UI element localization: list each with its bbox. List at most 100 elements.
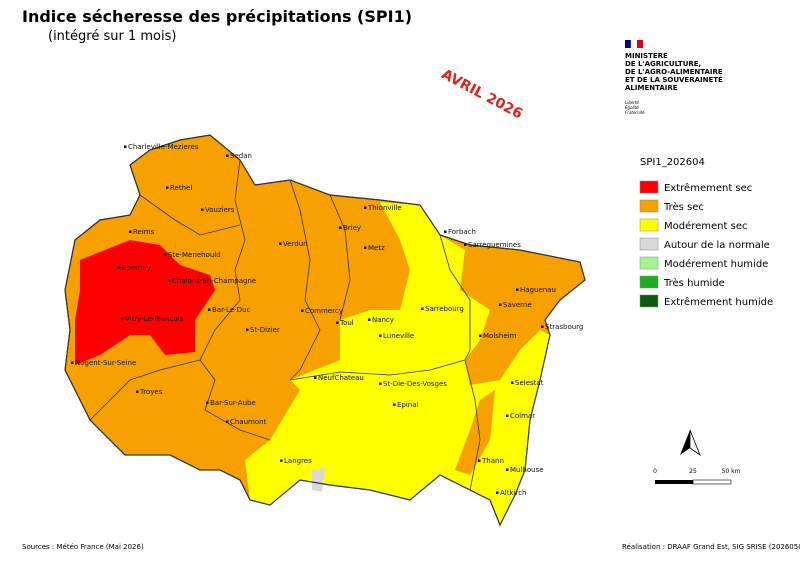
scale-label: 0 <box>653 468 657 475</box>
sources: Sources : Météo France (Mai 2026) <box>22 543 144 551</box>
city-dot <box>314 376 317 379</box>
city-label: Thionville <box>367 204 402 212</box>
logo-motto: Liberté <box>625 100 640 105</box>
city-label: Vouziers <box>205 206 235 214</box>
city-label: Bar-Le-Duc <box>212 306 250 314</box>
region-map: Charleville-Mezieres Sedan Rethel Vouziers R… <box>64 134 586 527</box>
city-label: Strasbourg <box>545 323 583 331</box>
city-dot <box>71 361 74 364</box>
city-label: Briey <box>343 224 361 232</box>
city-label: Altkirch <box>500 489 527 497</box>
city-label: Chaumont <box>230 418 267 426</box>
scale-label: 25 <box>689 468 697 475</box>
city-dot <box>511 381 514 384</box>
city-label: Haguenau <box>520 286 556 294</box>
city-dot <box>164 253 167 256</box>
scale-bar <box>655 479 732 485</box>
city-dot <box>246 328 249 331</box>
city-dot <box>301 309 304 312</box>
scale-seg <box>655 480 693 484</box>
city-label: Thann <box>481 457 504 465</box>
city-dot <box>364 206 367 209</box>
city-dot <box>516 288 519 291</box>
city-label: Commercy <box>305 307 343 315</box>
city-dot <box>506 468 509 471</box>
city-dot <box>393 403 396 406</box>
arrow-left <box>680 430 690 455</box>
city-dot <box>279 242 282 245</box>
city-label: Sarrebourg <box>425 305 464 313</box>
city-label: NeufChateau <box>318 374 364 382</box>
city-label: Toul <box>339 319 354 327</box>
city-label: Verdun <box>283 240 308 248</box>
city-dot <box>368 318 371 321</box>
city-label: St-Dizier <box>250 326 280 334</box>
city-label: Charleville-Mezieres <box>128 143 199 151</box>
legend-swatch <box>639 180 659 194</box>
logo-motto: Égalité <box>625 105 639 110</box>
legend-label: Très humide <box>663 277 725 289</box>
region-dry-alsace <box>455 390 495 475</box>
logo-line: ALIMENTAIRE <box>625 84 678 92</box>
city-label: Epernay <box>122 264 151 272</box>
city-label: Rethel <box>170 184 192 192</box>
city-label: Sedan <box>230 152 252 160</box>
city-dot <box>506 414 509 417</box>
city-label: Molsheim <box>483 332 517 340</box>
city-label: Troyes <box>139 388 163 396</box>
city-label: Sarreguemines <box>468 241 521 249</box>
city-label: Luneville <box>383 332 414 340</box>
scale-label: 50 km <box>722 468 741 475</box>
city-dot <box>478 459 481 462</box>
flag-white <box>630 39 638 49</box>
legend-swatch <box>639 256 659 270</box>
legend-title: SPI1_202604 <box>640 157 705 168</box>
city-label: Nancy <box>372 316 394 324</box>
city-label: Nogent-Sur-Seine <box>75 359 136 367</box>
city-label: Epinal <box>397 401 419 409</box>
legend-swatch <box>639 294 659 308</box>
city-dot <box>136 390 139 393</box>
city-dot <box>499 303 502 306</box>
city-dot <box>364 246 367 249</box>
region-outline <box>64 134 586 527</box>
city-dot <box>444 230 447 233</box>
city-label: St-Die-Des-Vosges <box>383 380 447 388</box>
city-label: Selestat <box>515 379 544 387</box>
city-dot <box>206 401 209 404</box>
department-borders <box>89 159 481 491</box>
logo-motto: Fraternité <box>625 110 645 115</box>
city-label: Mulhouse <box>510 466 544 474</box>
city-dot <box>421 307 424 310</box>
city-dot <box>464 243 467 246</box>
title: Indice sécheresse des précipitations (SP… <box>22 7 412 26</box>
city-dot <box>168 279 171 282</box>
city-label: Chalons-En-Champagne <box>172 277 256 285</box>
legend-label: Autour de la normale <box>664 240 770 251</box>
region-normal <box>312 468 325 492</box>
arrow-right <box>689 429 701 457</box>
city-dot <box>166 186 169 189</box>
logo-line: ET DE LA SOUVERAINETÉ <box>625 75 723 84</box>
legend-label: Modérement humide <box>664 258 768 270</box>
city-dot <box>121 317 124 320</box>
logo <box>625 39 643 49</box>
city-label: Colmar <box>510 412 535 420</box>
subtitle: (intégré sur 1 mois) <box>48 29 176 44</box>
legend-label: Très sec <box>663 201 704 213</box>
city-label: Langres <box>284 457 312 465</box>
city-dot <box>280 459 283 462</box>
city-dot <box>226 154 229 157</box>
city-dot <box>208 308 211 311</box>
city-label: Ste-Menehould <box>168 251 221 259</box>
flag-red <box>637 40 643 48</box>
legend-swatch <box>639 275 659 289</box>
city-label: Saverne <box>503 301 532 309</box>
logo-line: DE L'AGRICULTURE, <box>625 60 701 68</box>
city-dot <box>201 208 204 211</box>
credit: Réalisation : DRAAF Grand Est, SIG SRISE… <box>622 543 800 551</box>
city-dot <box>541 325 544 328</box>
legend-label: Modérement sec <box>664 220 747 232</box>
city-dot <box>124 145 127 148</box>
city-dot <box>339 226 342 229</box>
